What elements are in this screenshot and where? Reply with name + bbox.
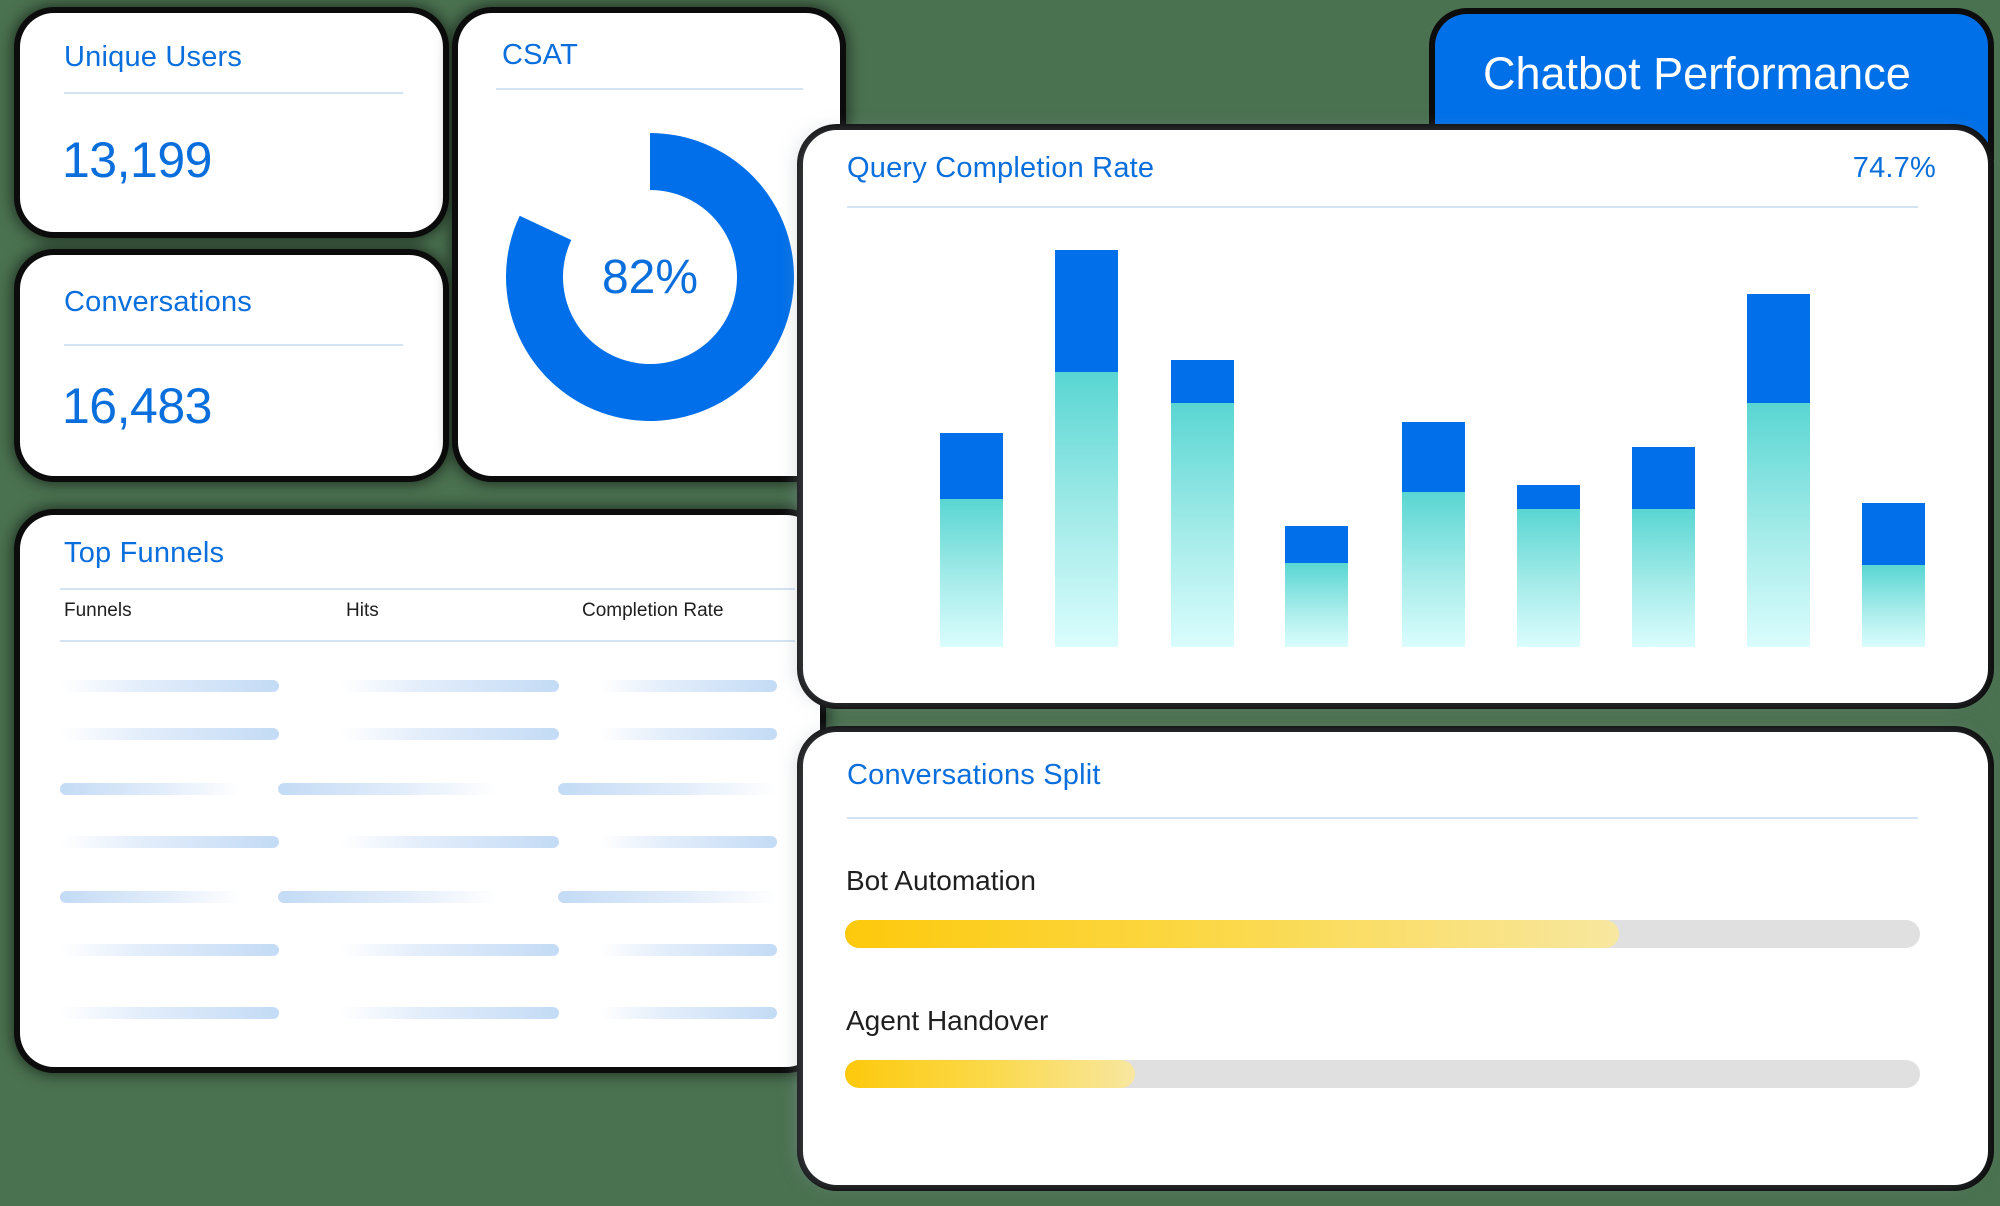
skeleton-cell [60, 836, 279, 848]
bar-segment-not-completed [1632, 447, 1695, 509]
bar-segment-not-completed [1402, 422, 1465, 492]
bar-segment-not-completed [1171, 360, 1234, 403]
csat-value: 82% [601, 250, 699, 304]
skeleton-cell [60, 891, 240, 903]
bar-segment-not-completed [1055, 250, 1118, 372]
bar-segment-completed [1862, 565, 1925, 647]
divider [847, 206, 1918, 208]
bar-segment-not-completed [1285, 526, 1348, 563]
bar-segment-not-completed [1517, 485, 1580, 509]
skeleton-cell [60, 944, 279, 956]
skeleton-cell [340, 836, 559, 848]
skeleton-cell [600, 680, 777, 692]
bar[interactable] [940, 433, 1003, 647]
skeleton-cell [340, 944, 559, 956]
bar-segment-completed [1285, 563, 1348, 647]
divider [64, 344, 403, 346]
conversations-label: Conversations [64, 286, 252, 318]
bar-segment-completed [1632, 509, 1695, 647]
top-funnels-card: Top Funnels Funnels Hits Completion Rate [20, 515, 820, 1067]
skeleton-cell [558, 891, 777, 903]
bar[interactable] [1632, 447, 1695, 647]
agent-handover-fill [845, 1060, 1136, 1088]
column-header-hits[interactable]: Hits [346, 600, 379, 621]
bar-segment-not-completed [1747, 294, 1810, 403]
bar-segment-completed [1402, 492, 1465, 647]
skeleton-cell [60, 680, 279, 692]
bar[interactable] [1747, 294, 1810, 647]
skeleton-cell [600, 836, 777, 848]
skeleton-cell [558, 783, 777, 795]
top-funnels-title: Top Funnels [64, 537, 225, 569]
bar[interactable] [1171, 360, 1234, 647]
csat-card: CSAT 82% [458, 13, 840, 476]
bot-automation-fill [845, 920, 1619, 948]
donut-ring [506, 133, 794, 421]
unique-users-label: Unique Users [64, 41, 243, 73]
bar-segment-not-completed [1862, 503, 1925, 565]
divider [847, 817, 1918, 819]
skeleton-cell [340, 728, 559, 740]
column-header-completion-rate[interactable]: Completion Rate [582, 600, 724, 621]
divider [64, 92, 403, 94]
bot-automation-label: Bot Automation [846, 865, 1036, 896]
unique-users-card: Unique Users 13,199 [20, 13, 443, 232]
bar[interactable] [1517, 485, 1580, 647]
skeleton-cell [60, 1007, 279, 1019]
agent-handover-label: Agent Handover [846, 1005, 1049, 1036]
bar-segment-completed [1171, 403, 1234, 647]
skeleton-cell [340, 680, 559, 692]
query-completion-value: 74.7% [1852, 152, 1936, 184]
skeleton-cell [600, 944, 777, 956]
skeleton-cell [278, 783, 497, 795]
bar-segment-completed [940, 499, 1003, 647]
divider [60, 640, 795, 642]
unique-users-value: 13,199 [62, 132, 212, 188]
conversations-split-title: Conversations Split [847, 759, 1101, 791]
bar[interactable] [1402, 422, 1465, 647]
skeleton-cell [600, 1007, 777, 1019]
bar-segment-completed [1055, 372, 1118, 647]
skeleton-cell [60, 728, 279, 740]
bar[interactable] [1055, 250, 1118, 647]
conversations-card: Conversations 16,483 [20, 255, 443, 476]
agent-handover-progress [845, 1060, 1920, 1088]
banner-title: Chatbot Performance [1483, 48, 1911, 99]
csat-label: CSAT [502, 39, 578, 71]
bar-segment-completed [1517, 509, 1580, 647]
conversations-value: 16,483 [62, 378, 212, 434]
query-completion-card: Query Completion Rate 74.7% [803, 130, 1988, 703]
conversations-split-card: Conversations Split Bot Automation Agent… [803, 732, 1988, 1185]
csat-donut-chart: 82% [504, 131, 796, 423]
bar[interactable] [1862, 503, 1925, 647]
bot-automation-progress [845, 920, 1920, 948]
skeleton-cell [340, 1007, 559, 1019]
bar-segment-completed [1747, 403, 1810, 647]
divider [60, 588, 795, 590]
skeleton-cell [60, 783, 240, 795]
skeleton-cell [278, 891, 497, 903]
column-header-funnels[interactable]: Funnels [64, 600, 132, 621]
query-completion-label: Query Completion Rate [847, 152, 1155, 184]
bar[interactable] [1285, 526, 1348, 647]
bar-segment-not-completed [940, 433, 1003, 499]
skeleton-cell [600, 728, 777, 740]
divider [496, 88, 803, 90]
